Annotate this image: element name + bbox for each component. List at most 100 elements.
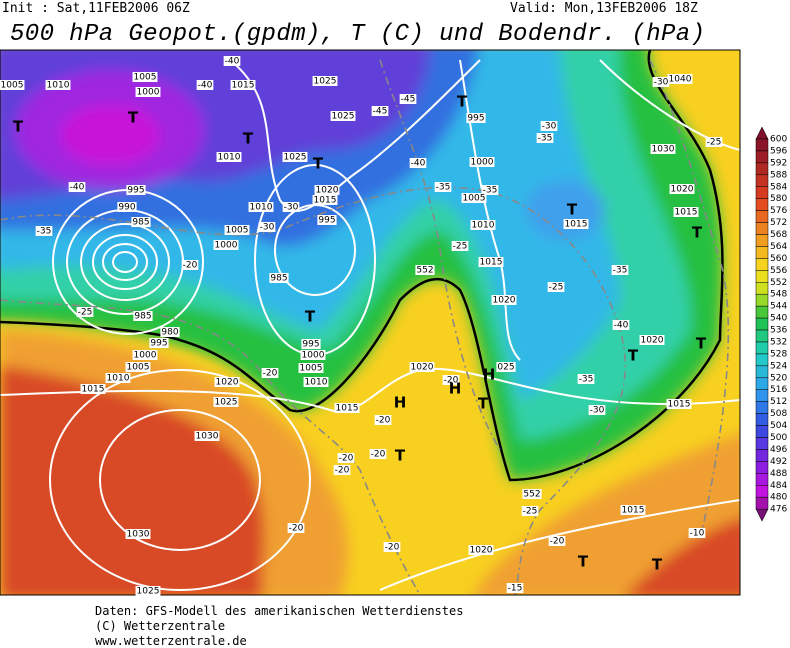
colorbar-box (755, 210, 769, 223)
label-box (666, 399, 692, 409)
contour-label: 1000 (471, 158, 494, 168)
pressure-center: H (449, 380, 462, 398)
contour-label: 1015 (82, 385, 105, 395)
contour-label: 1015 (668, 400, 691, 410)
label-box (135, 87, 161, 97)
contour-label: 995 (150, 339, 167, 349)
contour-label: 552 (416, 266, 433, 276)
label-box (125, 529, 151, 539)
contour-label: 1010 (47, 81, 70, 91)
label-box (470, 220, 496, 230)
label-box (399, 94, 417, 104)
label-box (80, 384, 106, 394)
footer-line: Daten: GFS-Modell des amerikanischen Wet… (95, 604, 463, 618)
label-box (496, 362, 516, 372)
label-box (652, 77, 670, 87)
contour-label: 1015 (622, 506, 645, 516)
contour-label: 1030 (127, 530, 150, 540)
valid-time: Valid: Mon,13FEB2006 18Z (510, 1, 698, 16)
contour-label: 980 (161, 328, 178, 338)
colorbar-box (755, 341, 769, 355)
label-box (314, 185, 340, 195)
footer-line: (C) Wetterzentrale (95, 619, 225, 633)
pressure-center: T (578, 553, 589, 571)
colorbar-label: 536 (770, 326, 787, 336)
label-box (577, 374, 595, 384)
label-box (415, 265, 435, 275)
label-box (105, 373, 131, 383)
label-box (409, 362, 435, 372)
contour-label: 995 (302, 340, 319, 350)
pressure-center: T (692, 224, 703, 242)
label-box (223, 56, 241, 66)
label-box (133, 311, 153, 321)
contour-label: -35 (538, 134, 553, 144)
label-box (469, 157, 495, 167)
label-box (303, 377, 329, 387)
colorbar-box (755, 401, 769, 414)
label-box (0, 80, 25, 90)
map-frame (0, 49, 741, 596)
label-box (216, 152, 242, 162)
contour-label: 1020 (216, 378, 239, 388)
colorbar-label: 556 (770, 266, 787, 276)
contour-label: 1020 (411, 363, 434, 373)
label-box (181, 260, 199, 270)
colorbar-label: 480 (770, 493, 787, 503)
label-box (673, 207, 699, 217)
label-box (333, 465, 351, 475)
label-box (258, 222, 276, 232)
colorbar-box (755, 150, 769, 164)
colorbar-label: 488 (770, 469, 787, 479)
contour-label: 1000 (215, 241, 238, 251)
contour-label: 1015 (232, 81, 255, 91)
contour-label: 1025 (332, 112, 355, 122)
label-box (330, 111, 356, 121)
contour-label: 1015 (565, 220, 588, 230)
label-box (213, 240, 239, 250)
contour-label: -35 (483, 186, 498, 196)
label-box (132, 72, 158, 82)
contour-label: -20 (339, 454, 354, 464)
contour-label: 985 (134, 312, 151, 322)
colorbar-label: 540 (770, 314, 787, 324)
colorbar-box (755, 282, 769, 295)
label-box (194, 431, 220, 441)
colorbar-box (755, 246, 769, 259)
map-title: 500 hPa Geopot.(gpdm), T (C) und Bodendr… (10, 21, 705, 48)
colorbar-label: 512 (770, 397, 787, 407)
contour-label: -20 (335, 466, 350, 476)
contour-label: 1005 (134, 73, 157, 83)
colorbar-box (755, 377, 769, 390)
contour-label: 985 (270, 274, 287, 284)
label-box (282, 152, 308, 162)
colorbar-label: 576 (770, 206, 787, 216)
label-box (196, 80, 214, 90)
contour-label: -40 (411, 159, 426, 169)
pressure-center: T (305, 308, 316, 326)
colorbar-label: 584 (770, 182, 787, 192)
contour-label: -25 (453, 242, 468, 252)
contour-label: 1015 (314, 196, 337, 206)
label-box (282, 202, 300, 212)
pressure-center: T (13, 118, 24, 136)
contour-label: 1015 (480, 258, 503, 268)
label-box (374, 415, 392, 425)
label-box (312, 195, 338, 205)
colorbar-label: 484 (770, 481, 787, 491)
contour-label: -20 (376, 416, 391, 426)
contour-label: 995 (467, 114, 484, 124)
colorbar-label: 588 (770, 170, 787, 180)
contour-label: -40 (614, 321, 629, 331)
contour-label: -30 (542, 122, 557, 132)
colorbar-box (755, 258, 769, 271)
contour-label: 1010 (472, 221, 495, 231)
contour-label: -25 (523, 507, 538, 517)
label-box (522, 489, 542, 499)
label-box (481, 185, 499, 195)
label-box (563, 219, 589, 229)
contour-label: -45 (373, 107, 388, 117)
label-box (312, 76, 338, 86)
